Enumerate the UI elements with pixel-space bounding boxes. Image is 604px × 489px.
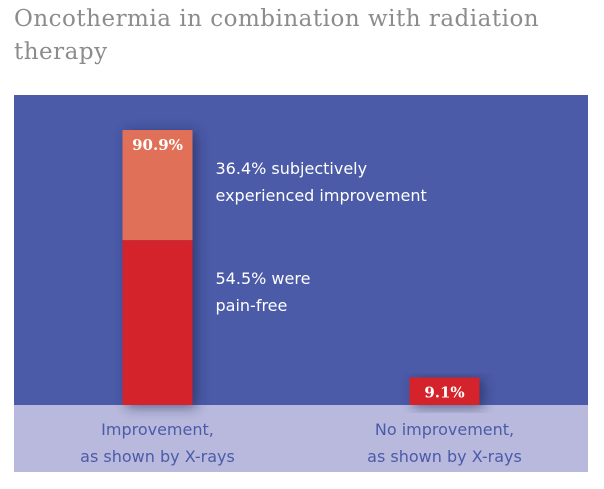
bar-segment <box>122 240 193 405</box>
total-label: 90.9% <box>132 136 183 154</box>
annotation: 54.5% were <box>216 269 311 288</box>
x-tick-label: as shown by X-rays <box>367 447 522 466</box>
x-tick-label: Improvement, <box>101 420 214 439</box>
bar-segment <box>409 377 480 405</box>
chart-title: Oncothermia in combination with radiatio… <box>14 6 539 32</box>
bar-segment <box>122 130 193 241</box>
annotation: pain-free <box>216 296 288 315</box>
plot-background <box>14 95 588 405</box>
annotation: 36.4% subjectively <box>216 159 368 178</box>
x-tick-label: as shown by X-rays <box>80 447 235 466</box>
category-band <box>14 405 588 472</box>
annotation: experienced improvement <box>216 186 427 205</box>
x-tick-label: No improvement, <box>375 420 514 439</box>
total-label: 9.1% <box>424 383 464 401</box>
chart-title: therapy <box>14 39 108 65</box>
